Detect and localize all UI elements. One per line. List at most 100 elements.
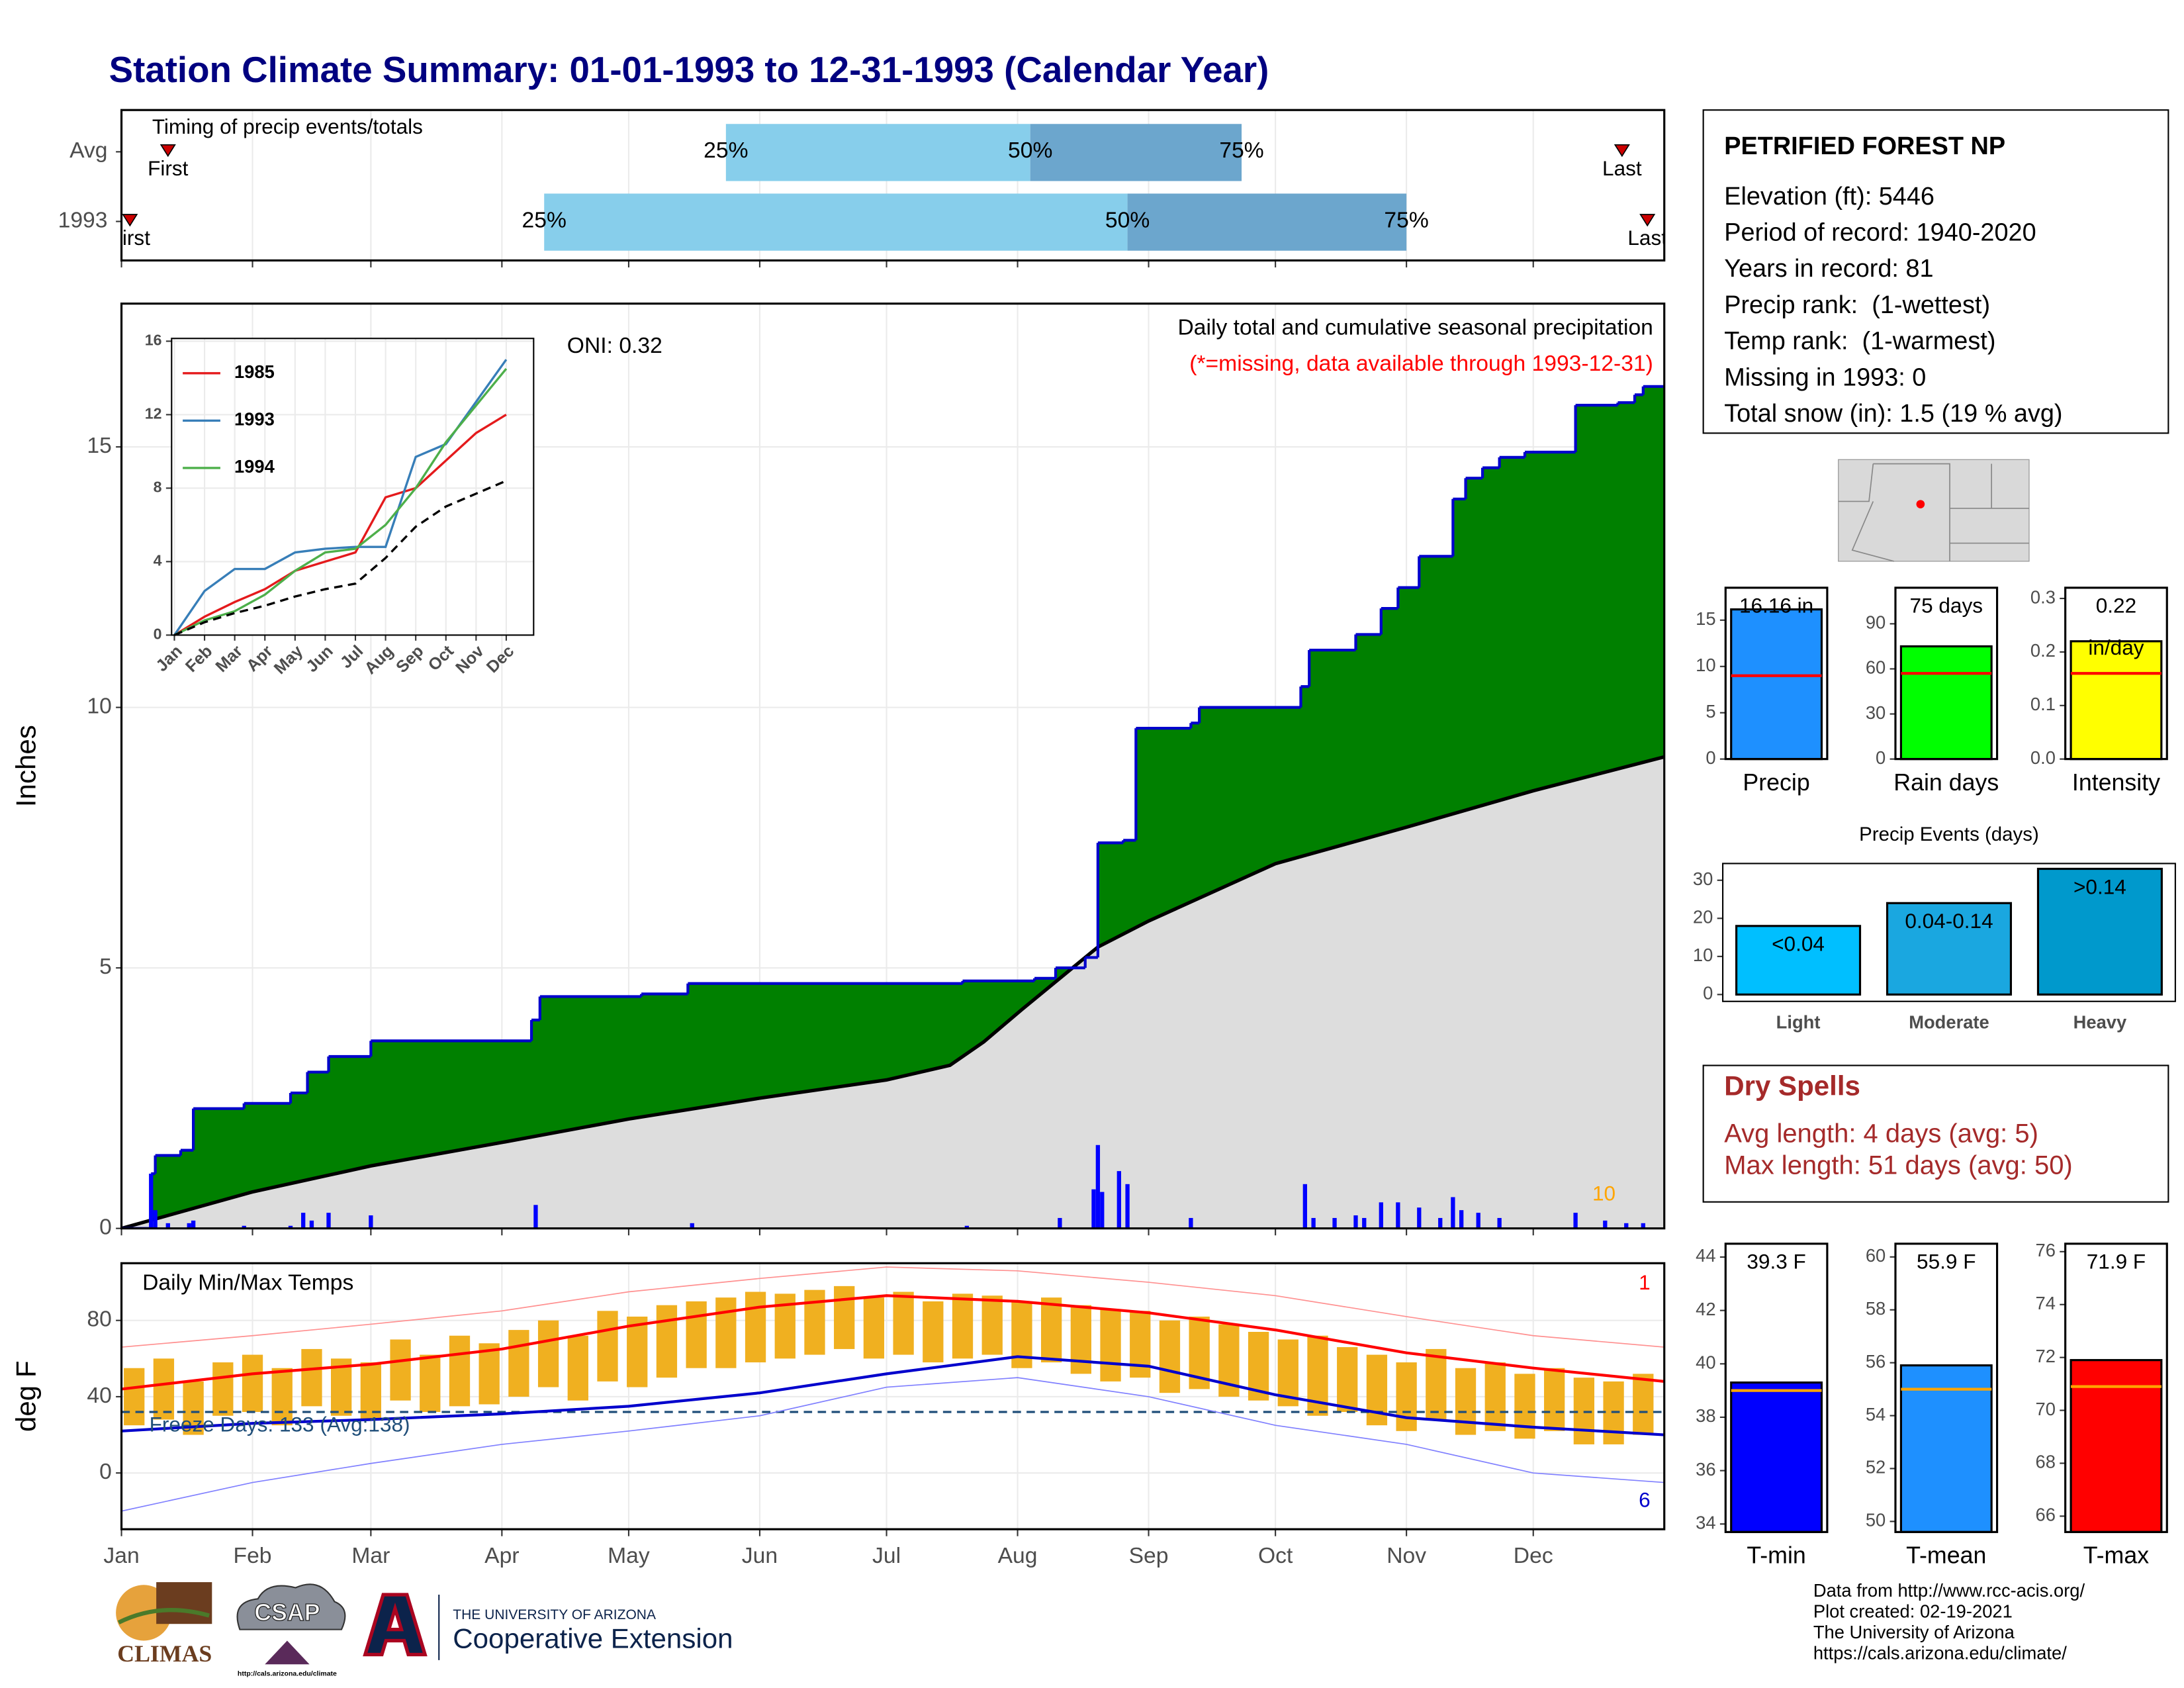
- y-tick-label: 0.0: [2030, 747, 2056, 768]
- y-tick-label: 0: [1703, 983, 1713, 1004]
- precip-title: Daily total and cumulative seasonal prec…: [1177, 315, 1653, 340]
- daily-bar: [149, 1174, 154, 1229]
- daily-bar: [1332, 1217, 1337, 1229]
- logo-text: CSAP: [254, 1599, 320, 1626]
- daily-bar: [1311, 1217, 1316, 1229]
- precip-content: [121, 385, 1664, 1229]
- quantile-label: 75%: [1384, 208, 1428, 232]
- daily-bar: [1362, 1217, 1367, 1229]
- plot-border: [2064, 1243, 2168, 1533]
- summary-bar: [1899, 1364, 1993, 1533]
- precip-note: (*=missing, data available through 1993-…: [1189, 352, 1653, 376]
- value-label: 75 days: [1910, 594, 1983, 618]
- event-label: First: [110, 226, 151, 250]
- x-tick-label: Light: [1776, 1012, 1821, 1033]
- y-tick-label: 0: [99, 1460, 112, 1484]
- daily-range-bar: [715, 1297, 737, 1368]
- chart-summary-bar: 34 36 38 40 42 44 39.3 F T-min: [1696, 1243, 1829, 1569]
- daily-range-bar: [1396, 1362, 1417, 1431]
- quantile-label: 25%: [704, 138, 748, 163]
- daily-range-bar: [1070, 1305, 1091, 1374]
- x-tick-label: Sep: [1129, 1544, 1169, 1568]
- x-tick-label: Aug: [998, 1544, 1038, 1568]
- x-tick-label: Dec: [1514, 1544, 1553, 1568]
- record-high-count: 1: [1639, 1270, 1651, 1294]
- unit-label: in/day: [2088, 635, 2144, 659]
- timing-title: Timing of precip events/totals: [152, 115, 423, 138]
- record-low-count: 6: [1639, 1487, 1651, 1511]
- temp-line: [121, 1377, 1664, 1512]
- y-tick-label: 0.1: [2030, 694, 2056, 714]
- daily-range-bar: [834, 1286, 855, 1349]
- event-label: First: [148, 156, 189, 180]
- ua-name: THE UNIVERSITY OF ARIZONA: [453, 1607, 656, 1622]
- daily-bar: [288, 1225, 293, 1229]
- dry-spells-line: Max length: 51 days (avg: 50): [1724, 1151, 2073, 1180]
- y-tick-label: 5: [1706, 701, 1715, 722]
- category-label: Rain days: [1893, 769, 1999, 796]
- y-tick-label: 40: [87, 1383, 111, 1408]
- y-tick-label: 80: [87, 1307, 111, 1332]
- y-axis-label: Inches: [11, 725, 42, 807]
- y-tick-label: 0: [99, 1215, 112, 1240]
- y-tick-label: 0: [1876, 747, 1886, 768]
- daily-bar: [1116, 1171, 1121, 1229]
- x-tick-label: Nov: [1387, 1544, 1426, 1568]
- event-marker: [1639, 214, 1656, 227]
- y-tick-label: 5: [99, 955, 112, 979]
- y-axis-label: deg F: [11, 1360, 42, 1432]
- event-bar: [1886, 902, 2013, 996]
- daily-bar: [1379, 1202, 1383, 1229]
- event-marker: [159, 144, 176, 158]
- credit-line: Data from http://www.rcc-acis.org/: [1813, 1580, 2085, 1601]
- daily-bar: [369, 1215, 373, 1229]
- daily-bar: [1459, 1210, 1464, 1229]
- oni-label: ONI: 0.32: [567, 334, 662, 358]
- plot-border: [120, 109, 1666, 262]
- y-tick-label: 90: [1866, 612, 1886, 633]
- series-line: [173, 413, 507, 636]
- quantile-label: 50%: [1008, 138, 1052, 163]
- freeze-label: Freeze Days: 133 (Avg:138): [150, 1412, 410, 1436]
- daily-bar: [187, 1223, 191, 1229]
- plot-border: [1894, 586, 1999, 761]
- y-tick-label: 12: [145, 405, 162, 422]
- x-tick-label: Moderate: [1909, 1012, 1989, 1033]
- station-box: [1702, 109, 2169, 434]
- quantile-label: 25%: [522, 208, 567, 232]
- daily-range-bar: [1514, 1374, 1535, 1439]
- summary-bar: [1730, 608, 1823, 761]
- y-tick-label: 30: [1866, 702, 1886, 723]
- y-tick-label: 76: [2036, 1240, 2056, 1260]
- chart-summary-bar: 50 52 54 56 58 60 55.9 F T-mean: [1866, 1243, 1999, 1569]
- daily-bar: [1353, 1215, 1358, 1229]
- chart-timing: 25% 50% 75% First Last 25% 50% 75% First Last Timi…: [58, 109, 1666, 267]
- logo-block: [156, 1582, 212, 1624]
- dry-spells-box: [1702, 1064, 2169, 1203]
- quartile-bar: [725, 124, 1030, 181]
- daily-range-bar: [1544, 1368, 1565, 1431]
- credit-line: The University of Arizona: [1813, 1622, 2015, 1642]
- y-tick-label: 15: [1696, 608, 1715, 629]
- daily-bar: [1302, 1184, 1308, 1229]
- daily-range-bar: [537, 1320, 559, 1387]
- daily-range-bar: [597, 1311, 618, 1382]
- daily-bar: [1497, 1217, 1502, 1229]
- class-label: >0.14: [2073, 874, 2126, 898]
- y-tick-label: 44: [1696, 1245, 1715, 1266]
- series-line: [173, 479, 507, 636]
- event-bar: [1735, 925, 1862, 996]
- average-line: [121, 755, 1664, 1229]
- x-tick-label: May: [608, 1544, 650, 1568]
- daily-bar: [1603, 1220, 1608, 1229]
- daily-bar: [964, 1225, 970, 1229]
- legend-label: 1994: [234, 456, 275, 477]
- daily-bar: [1396, 1202, 1400, 1229]
- event-bar: [2036, 867, 2163, 996]
- quartile-bar: [544, 193, 1128, 251]
- events-title: Precip Events (days): [1859, 823, 2039, 845]
- daily-range-bar: [923, 1301, 944, 1363]
- summary-bar: [2070, 640, 2163, 761]
- daily-range-bar: [863, 1297, 885, 1359]
